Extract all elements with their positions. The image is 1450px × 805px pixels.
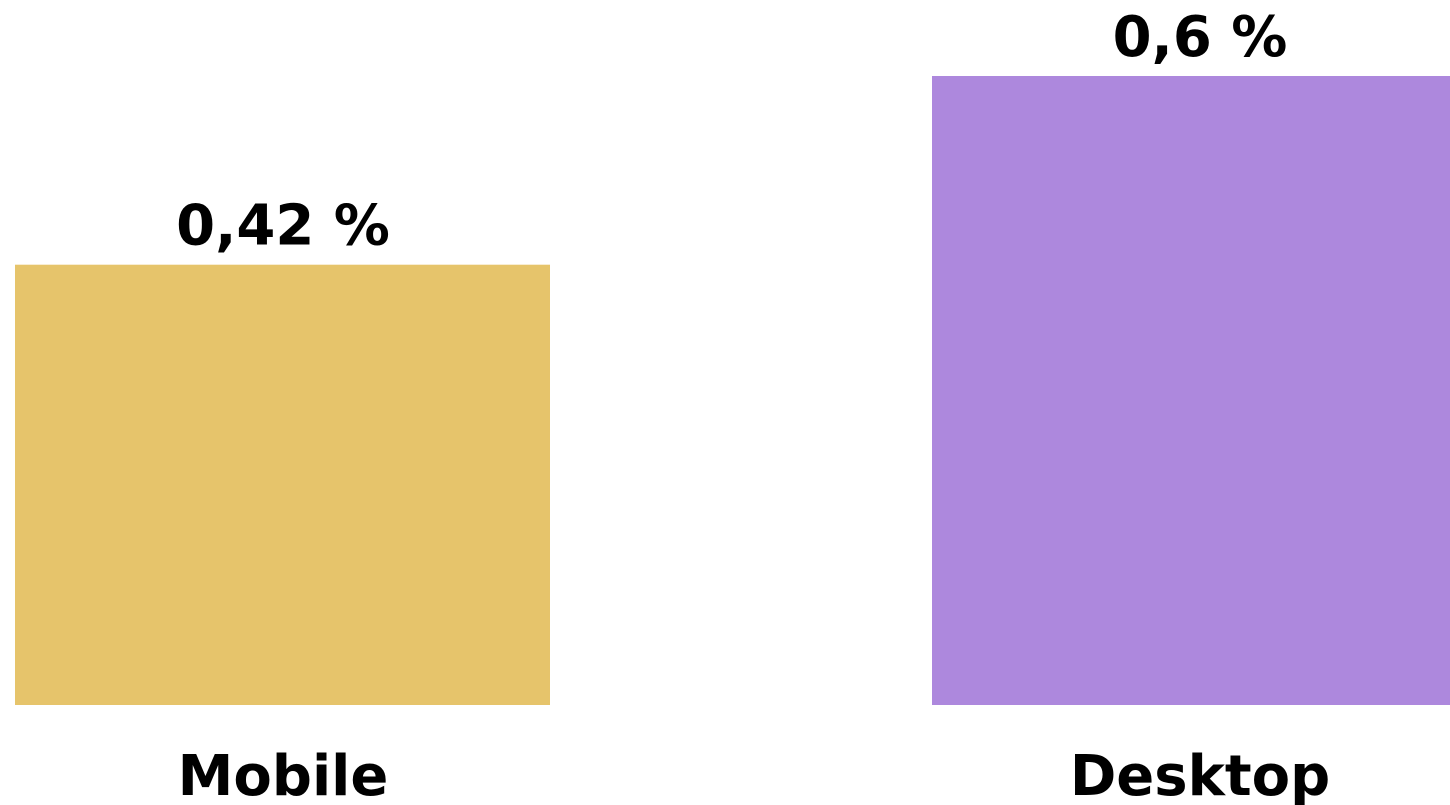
category-labels-group: Mobile Desktop [178, 744, 1331, 805]
bar-desktop [932, 76, 1450, 705]
category-label-mobile: Mobile [178, 744, 389, 805]
category-label-desktop: Desktop [1070, 744, 1330, 805]
value-labels-group: 0,42 % 0,6 % [176, 5, 1287, 259]
value-label-mobile: 0,42 % [176, 194, 390, 259]
bars-group [15, 76, 1450, 705]
bar-mobile [15, 264, 550, 705]
value-label-desktop: 0,6 % [1113, 5, 1288, 70]
